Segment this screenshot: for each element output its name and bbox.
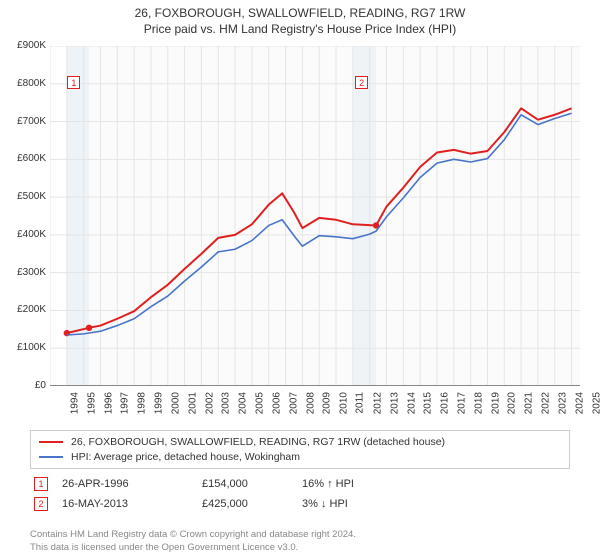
footer-line: Contains HM Land Registry data © Crown c…	[30, 529, 570, 541]
x-tick-label: 2020	[507, 392, 518, 414]
x-tick-label: 2008	[305, 392, 316, 414]
y-tick-label: £600K	[0, 153, 46, 164]
y-tick-label: £700K	[0, 116, 46, 127]
x-tick-label: 2010	[338, 392, 349, 414]
transaction-date: 16-MAY-2013	[62, 498, 202, 510]
x-tick-label: 2022	[540, 392, 551, 414]
x-tick-label: 2018	[473, 392, 484, 414]
transaction-date: 26-APR-1996	[62, 478, 202, 490]
transaction-hpi: 3% ↓ HPI	[302, 498, 402, 510]
transaction-rows: 1 26-APR-1996 £154,000 16% ↑ HPI 2 16-MA…	[30, 474, 570, 514]
x-tick-label: 1997	[120, 392, 131, 414]
transaction-price: £154,000	[202, 478, 302, 490]
x-tick-label: 2011	[355, 392, 366, 414]
x-tick-label: 2015	[423, 392, 434, 414]
legend-item: HPI: Average price, detached house, Woki…	[39, 450, 561, 465]
x-tick-label: 2002	[204, 392, 215, 414]
chart-title: 26, FOXBOROUGH, SWALLOWFIELD, READING, R…	[0, 0, 600, 22]
transaction-row: 1 26-APR-1996 £154,000 16% ↑ HPI	[30, 474, 570, 494]
y-tick-label: £900K	[0, 40, 46, 51]
x-tick-label: 2003	[221, 392, 232, 414]
x-tick-label: 2013	[389, 392, 400, 414]
x-tick-label: 1996	[103, 392, 114, 414]
y-tick-label: £800K	[0, 78, 46, 89]
y-tick-label: £200K	[0, 304, 46, 315]
x-tick-label: 2006	[271, 392, 282, 414]
x-tick-label: 2004	[238, 392, 249, 414]
x-tick-label: 2025	[591, 392, 600, 414]
x-tick-label: 1999	[153, 392, 164, 414]
x-tick-label: 2009	[322, 392, 333, 414]
legend-swatch	[39, 441, 63, 443]
chart-area	[50, 46, 580, 386]
transaction-row: 2 16-MAY-2013 £425,000 3% ↓ HPI	[30, 494, 570, 514]
x-tick-label: 1994	[69, 392, 80, 414]
transaction-hpi: 16% ↑ HPI	[302, 478, 402, 490]
x-tick-label: 2007	[288, 392, 299, 414]
x-tick-label: 2016	[439, 392, 450, 414]
x-tick-label: 2024	[574, 392, 585, 414]
legend-item: 26, FOXBOROUGH, SWALLOWFIELD, READING, R…	[39, 435, 561, 450]
x-tick-label: 1995	[86, 392, 97, 414]
legend-swatch	[39, 456, 63, 458]
chart-subtitle: Price paid vs. HM Land Registry's House …	[0, 22, 600, 40]
y-tick-label: £100K	[0, 342, 46, 353]
legend-label: 26, FOXBOROUGH, SWALLOWFIELD, READING, R…	[71, 435, 445, 450]
legend-label: HPI: Average price, detached house, Woki…	[71, 450, 300, 465]
x-tick-label: 2014	[406, 392, 417, 414]
legend: 26, FOXBOROUGH, SWALLOWFIELD, READING, R…	[30, 430, 570, 469]
x-tick-label: 2023	[557, 392, 568, 414]
chart-marker-badge: 1	[67, 76, 80, 89]
footer: Contains HM Land Registry data © Crown c…	[30, 529, 570, 554]
x-tick-label: 2021	[524, 392, 535, 414]
footer-line: This data is licensed under the Open Gov…	[30, 542, 570, 554]
transaction-price: £425,000	[202, 498, 302, 510]
x-tick-label: 2019	[490, 392, 501, 414]
x-tick-label: 2017	[456, 392, 467, 414]
chart-svg	[50, 46, 580, 386]
y-tick-label: £300K	[0, 267, 46, 278]
x-tick-label: 2012	[372, 392, 383, 414]
marker-badge: 2	[34, 497, 48, 511]
x-tick-label: 2000	[170, 392, 181, 414]
y-tick-label: £500K	[0, 191, 46, 202]
x-tick-label: 1998	[137, 392, 148, 414]
chart-marker-badge: 2	[355, 76, 368, 89]
x-tick-label: 2001	[187, 392, 198, 414]
y-tick-label: £0	[0, 380, 46, 391]
x-tick-label: 2005	[254, 392, 265, 414]
marker-badge: 1	[34, 477, 48, 491]
y-tick-label: £400K	[0, 229, 46, 240]
